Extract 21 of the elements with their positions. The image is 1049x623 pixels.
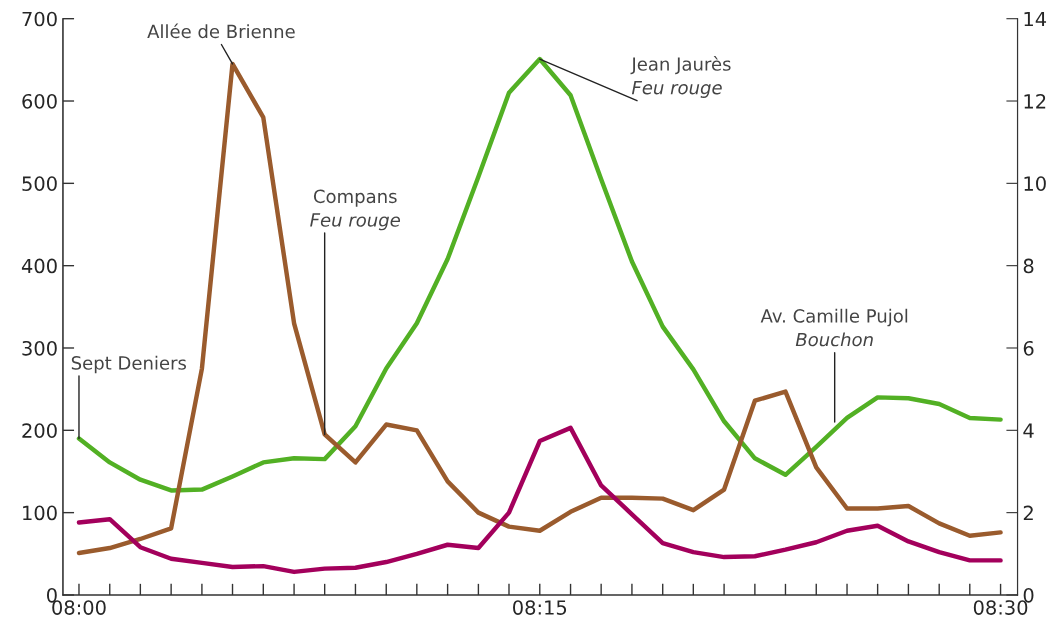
annotation: Compans Feu rouge bbox=[310, 189, 401, 231]
annotation: Sept Deniers bbox=[71, 355, 187, 374]
y2-tick-label: 8 bbox=[1023, 258, 1034, 274]
y2-tick-label: 6 bbox=[1023, 340, 1034, 356]
y2-tick-label: 14 bbox=[1024, 11, 1047, 27]
annotation: Allée de Brienne bbox=[147, 23, 295, 39]
y2-tick-label: 10 bbox=[1024, 176, 1046, 191]
x-tick-label: 08:15 bbox=[513, 600, 567, 615]
y-tick-label: 200 bbox=[22, 423, 57, 438]
y-tick-label: 500 bbox=[22, 176, 57, 191]
y-tick-label: 700 bbox=[22, 11, 57, 27]
y2-tick-label: 2 bbox=[1023, 505, 1033, 521]
line-series bbox=[76, 425, 1003, 575]
annotation: Av. Camille Pujol Bouchon bbox=[760, 308, 908, 347]
y-tick-label: 600 bbox=[22, 93, 57, 109]
y2-tick-label: 12 bbox=[1024, 93, 1046, 109]
annotation: Jean Jaurès Feu rouge bbox=[630, 56, 731, 98]
y2-tick-label: 4 bbox=[1023, 423, 1034, 438]
y-tick-label: 300 bbox=[22, 340, 57, 356]
y-tick-label: 100 bbox=[23, 505, 57, 521]
y-tick-label: 400 bbox=[21, 258, 57, 274]
